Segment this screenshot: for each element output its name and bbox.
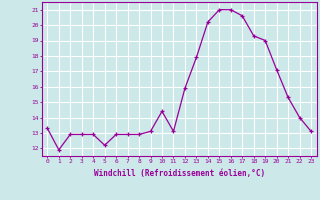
X-axis label: Windchill (Refroidissement éolien,°C): Windchill (Refroidissement éolien,°C) — [94, 169, 265, 178]
